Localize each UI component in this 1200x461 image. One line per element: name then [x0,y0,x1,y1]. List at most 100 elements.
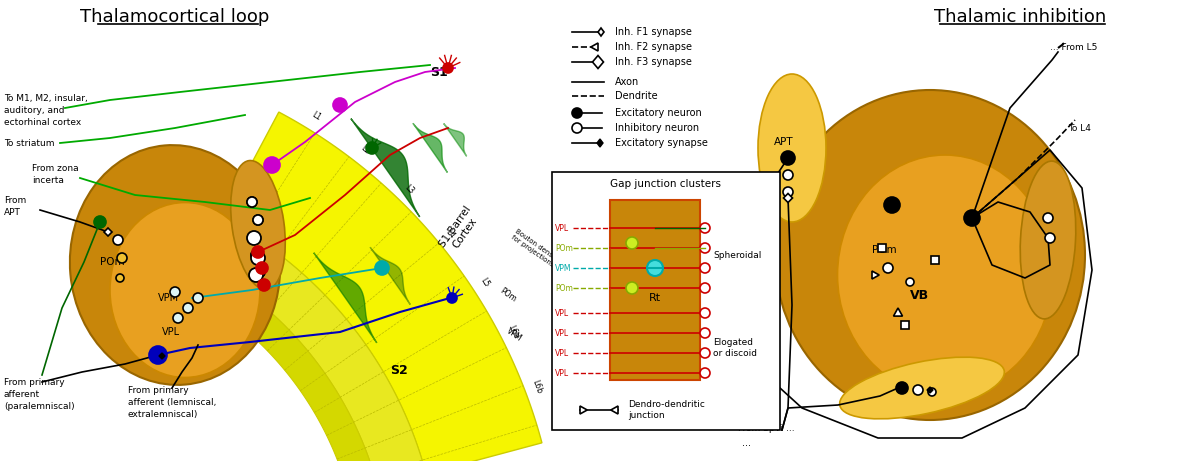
Text: Inh. F1 synapse: Inh. F1 synapse [616,27,692,37]
Text: Rt: Rt [256,213,266,223]
Polygon shape [580,406,587,414]
Circle shape [626,237,638,249]
Text: VPL: VPL [554,224,569,232]
Polygon shape [370,247,410,305]
Ellipse shape [758,74,826,222]
Circle shape [700,263,710,273]
Circle shape [252,246,264,258]
Text: Excitatory neuron: Excitatory neuron [616,108,702,118]
Ellipse shape [840,357,1004,419]
Circle shape [964,210,980,226]
Circle shape [883,263,893,273]
Text: ZI: ZI [902,383,912,393]
Polygon shape [199,218,426,461]
Circle shape [250,268,263,282]
Bar [901,321,910,329]
Text: VPL: VPL [162,327,180,337]
Bar [552,172,780,430]
Text: To L4: To L4 [1068,124,1091,132]
Circle shape [446,293,457,303]
Text: ectorhinal cortex: ectorhinal cortex [4,118,82,126]
Text: Dendro-dendritic
junction: Dendro-dendritic junction [628,400,704,420]
Text: APT: APT [4,207,20,217]
Text: VPL: VPL [554,349,569,357]
Circle shape [784,170,793,180]
Circle shape [250,233,259,243]
Polygon shape [872,271,880,279]
Text: VPL: VPL [554,368,569,378]
Text: auditory, and: auditory, and [4,106,65,114]
Text: From zona: From zona [32,164,79,172]
Circle shape [884,197,900,213]
Text: VB: VB [910,289,929,301]
Polygon shape [611,406,618,414]
Circle shape [193,293,203,303]
Polygon shape [350,118,420,217]
Circle shape [256,262,268,274]
Text: L6a: L6a [506,324,521,341]
Polygon shape [894,308,902,316]
Polygon shape [598,28,604,36]
Text: APT: APT [774,137,793,147]
Text: Gap junction clusters: Gap junction clusters [611,179,721,189]
Text: VPL: VPL [554,329,569,337]
Polygon shape [928,387,934,393]
Text: ...: ... [742,438,751,448]
Text: afferent (lemniscal,: afferent (lemniscal, [128,397,216,407]
Polygon shape [222,112,542,461]
Circle shape [626,282,638,294]
Circle shape [334,98,347,112]
Text: S1: S1 [430,65,448,78]
Text: Excitatory synapse: Excitatory synapse [616,138,708,148]
Text: VPM: VPM [554,264,571,272]
Text: VPL: VPL [554,308,569,318]
Polygon shape [313,253,377,343]
Text: Spheroidal: Spheroidal [713,250,761,260]
Circle shape [784,187,793,197]
Circle shape [182,303,193,313]
Circle shape [700,223,710,233]
Polygon shape [444,124,467,156]
Text: From primary: From primary [4,378,65,386]
Circle shape [264,157,280,173]
Text: Bouton density profle
for projections from...: Bouton density profle for projections fr… [510,228,580,282]
Circle shape [170,287,180,297]
Circle shape [251,250,262,260]
Polygon shape [590,43,598,51]
Circle shape [94,216,106,228]
Circle shape [253,215,263,225]
Polygon shape [185,262,378,461]
Bar [931,256,940,264]
Circle shape [700,283,710,293]
Polygon shape [413,123,448,172]
Circle shape [1045,233,1055,243]
Text: From primary: From primary [128,385,188,395]
Circle shape [247,197,257,207]
Text: extralemniscal): extralemniscal) [128,409,198,419]
Polygon shape [889,202,895,208]
Ellipse shape [70,145,280,385]
Text: Inh. F3 synapse: Inh. F3 synapse [616,57,692,67]
Text: Thalamic inhibition: Thalamic inhibition [934,8,1106,26]
Text: To M1, M2, insular,: To M1, M2, insular, [4,94,88,102]
Text: L3: L3 [403,183,416,196]
Circle shape [700,328,710,338]
Circle shape [572,108,582,118]
Bar [878,244,886,252]
Polygon shape [784,194,792,202]
Circle shape [253,215,263,225]
Circle shape [700,243,710,253]
Circle shape [928,388,936,396]
Text: POm: POm [498,286,518,304]
Circle shape [781,151,796,165]
Circle shape [366,142,378,154]
Circle shape [247,231,262,245]
Circle shape [173,313,182,323]
Circle shape [251,250,262,260]
Circle shape [250,233,259,243]
Polygon shape [158,353,166,359]
Circle shape [700,308,710,318]
Circle shape [247,197,257,207]
Circle shape [896,382,908,394]
Circle shape [700,348,710,358]
